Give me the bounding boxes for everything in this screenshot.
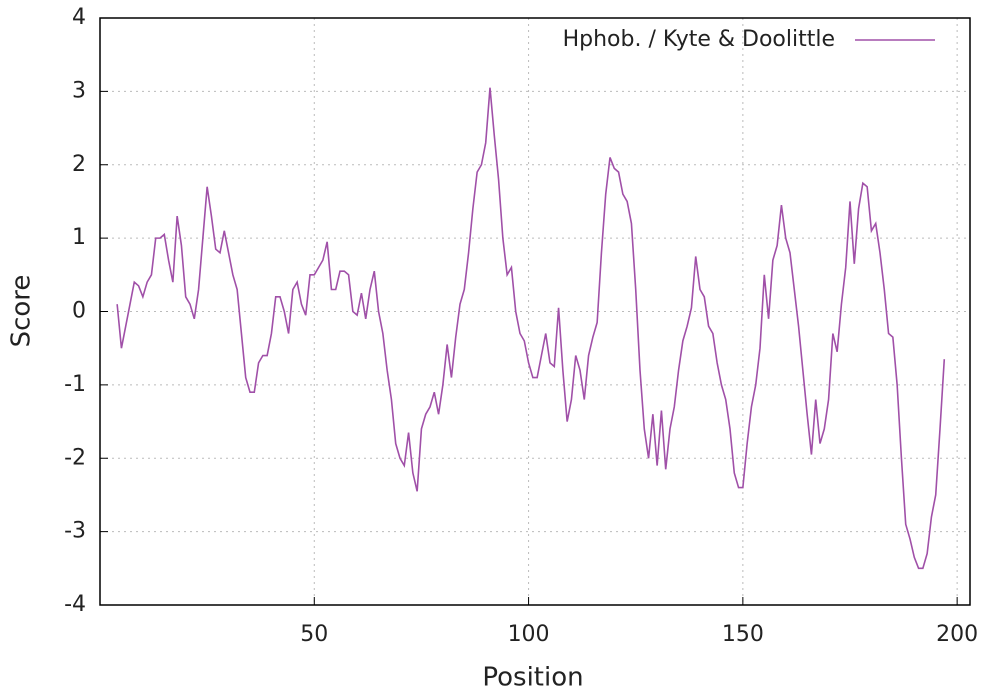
y-tick-label: -1 [64, 372, 86, 397]
y-tick-label: -2 [64, 445, 86, 470]
x-axis-label: Position [482, 663, 583, 693]
x-tick-label: 50 [300, 622, 328, 647]
y-tick-label: 4 [72, 5, 86, 30]
x-tick-label: 150 [722, 622, 764, 647]
plot-frame [99, 17, 971, 606]
x-tick-label: 100 [508, 622, 550, 647]
y-tick-label: -4 [64, 592, 86, 617]
y-tick-label: 0 [72, 299, 86, 324]
y-tick-label: 2 [72, 152, 86, 177]
y-tick-label: -3 [64, 519, 86, 544]
y-tick-label: 1 [72, 225, 86, 250]
line-series [116, 87, 946, 570]
y-tick-label: 3 [72, 78, 86, 103]
x-tick-label: 200 [936, 622, 978, 647]
y-axis-label: Score [7, 275, 37, 348]
legend-label: Hphob. / Kyte & Doolittle [563, 27, 835, 52]
